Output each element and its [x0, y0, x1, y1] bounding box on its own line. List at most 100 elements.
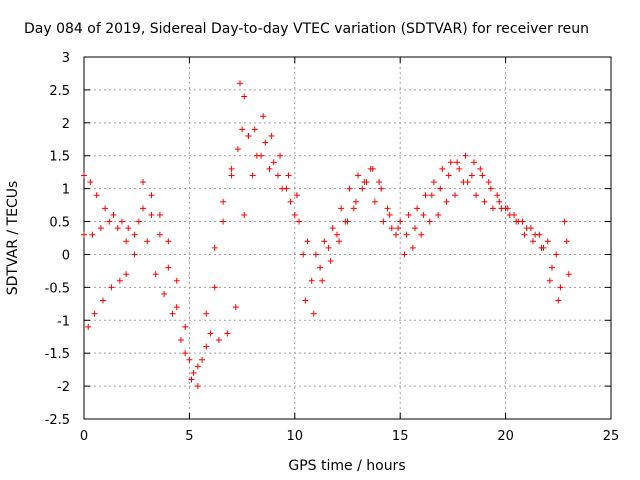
data-point — [239, 126, 246, 133]
data-point — [401, 251, 408, 258]
data-point — [118, 218, 125, 225]
data-point — [285, 172, 292, 179]
data-point — [319, 277, 326, 284]
x-tick-labels: 0 5 10 15 20 25 — [80, 429, 619, 444]
data-point — [224, 330, 231, 337]
data-point — [251, 126, 258, 133]
data-point — [188, 376, 195, 383]
data-point — [266, 165, 273, 172]
data-point — [203, 343, 210, 350]
data-point — [211, 244, 218, 251]
data-point — [355, 172, 362, 179]
data-point — [321, 238, 328, 245]
data-point — [437, 185, 444, 192]
x-tick-label: 20 — [497, 429, 514, 444]
data-point — [287, 198, 294, 205]
y-tick-label: 2 — [62, 117, 70, 132]
data-point — [380, 218, 387, 225]
data-point — [344, 218, 351, 225]
data-point — [110, 211, 117, 218]
data-point — [236, 80, 243, 87]
data-point — [489, 205, 496, 212]
data-point — [220, 218, 227, 225]
data-point — [165, 264, 172, 271]
data-point — [87, 179, 94, 186]
data-point — [487, 185, 494, 192]
data-point — [152, 271, 159, 278]
data-point — [215, 337, 222, 344]
data-point — [530, 238, 537, 245]
data-point — [300, 251, 307, 258]
data-point — [270, 159, 277, 166]
data-point — [302, 297, 309, 304]
data-point — [245, 132, 252, 139]
data-point — [386, 211, 393, 218]
data-point — [561, 218, 568, 225]
data-point — [131, 231, 138, 238]
y-tick-label: 1 — [62, 183, 70, 198]
x-tick-label: 25 — [603, 429, 620, 444]
data-point — [277, 152, 284, 159]
data-point — [161, 290, 168, 297]
data-point — [384, 205, 391, 212]
data-point — [108, 284, 115, 291]
data-point — [477, 165, 484, 172]
data-point — [430, 179, 437, 186]
data-point — [405, 211, 412, 218]
data-point — [536, 231, 543, 238]
data-point — [228, 165, 235, 172]
data-point — [333, 231, 340, 238]
data-point — [241, 211, 248, 218]
data-point — [511, 211, 518, 218]
data-point — [317, 264, 324, 271]
x-axis-label: GPS time / hours — [288, 458, 405, 474]
data-points — [81, 80, 572, 390]
data-point — [325, 244, 332, 251]
data-point — [548, 264, 555, 271]
data-point — [462, 152, 469, 159]
data-point — [555, 297, 562, 304]
data-point — [420, 211, 427, 218]
data-point — [350, 205, 357, 212]
series-track-b — [81, 152, 568, 376]
data-point — [182, 323, 189, 330]
data-point — [468, 172, 475, 179]
y-tick-label: 1.5 — [49, 150, 70, 165]
data-point — [81, 172, 87, 179]
y-tick-label: -0.5 — [45, 281, 70, 296]
y-tick-label: -1 — [57, 314, 70, 329]
data-point — [443, 198, 450, 205]
data-point — [426, 218, 433, 225]
data-point — [428, 192, 435, 199]
data-point — [144, 238, 151, 245]
x-tick-label: 15 — [392, 429, 409, 444]
x-tick-label: 0 — [80, 429, 88, 444]
data-point — [268, 132, 275, 139]
data-point — [131, 251, 138, 258]
data-point — [376, 179, 383, 186]
data-point — [563, 238, 570, 245]
data-point — [346, 185, 353, 192]
x-tick-label: 5 — [185, 429, 193, 444]
data-point — [194, 363, 201, 370]
data-point — [165, 238, 172, 245]
chart-title: Day 084 of 2019, Sidereal Day-to-day VTE… — [24, 21, 589, 37]
data-point — [565, 271, 572, 278]
data-point — [312, 251, 319, 258]
y-tick-label: 2.5 — [49, 84, 70, 99]
data-point — [173, 277, 180, 284]
data-point — [199, 356, 206, 363]
data-point — [93, 192, 100, 199]
data-point — [190, 369, 197, 376]
y-tick-label: -2 — [57, 380, 70, 395]
y-tick-label: 3 — [62, 51, 70, 66]
data-point — [182, 350, 189, 357]
data-point — [156, 211, 163, 218]
data-point — [140, 205, 147, 212]
data-point — [148, 192, 155, 199]
data-point — [338, 205, 345, 212]
axis-ticks — [83, 56, 612, 420]
data-point — [485, 179, 492, 186]
data-point — [409, 244, 416, 251]
